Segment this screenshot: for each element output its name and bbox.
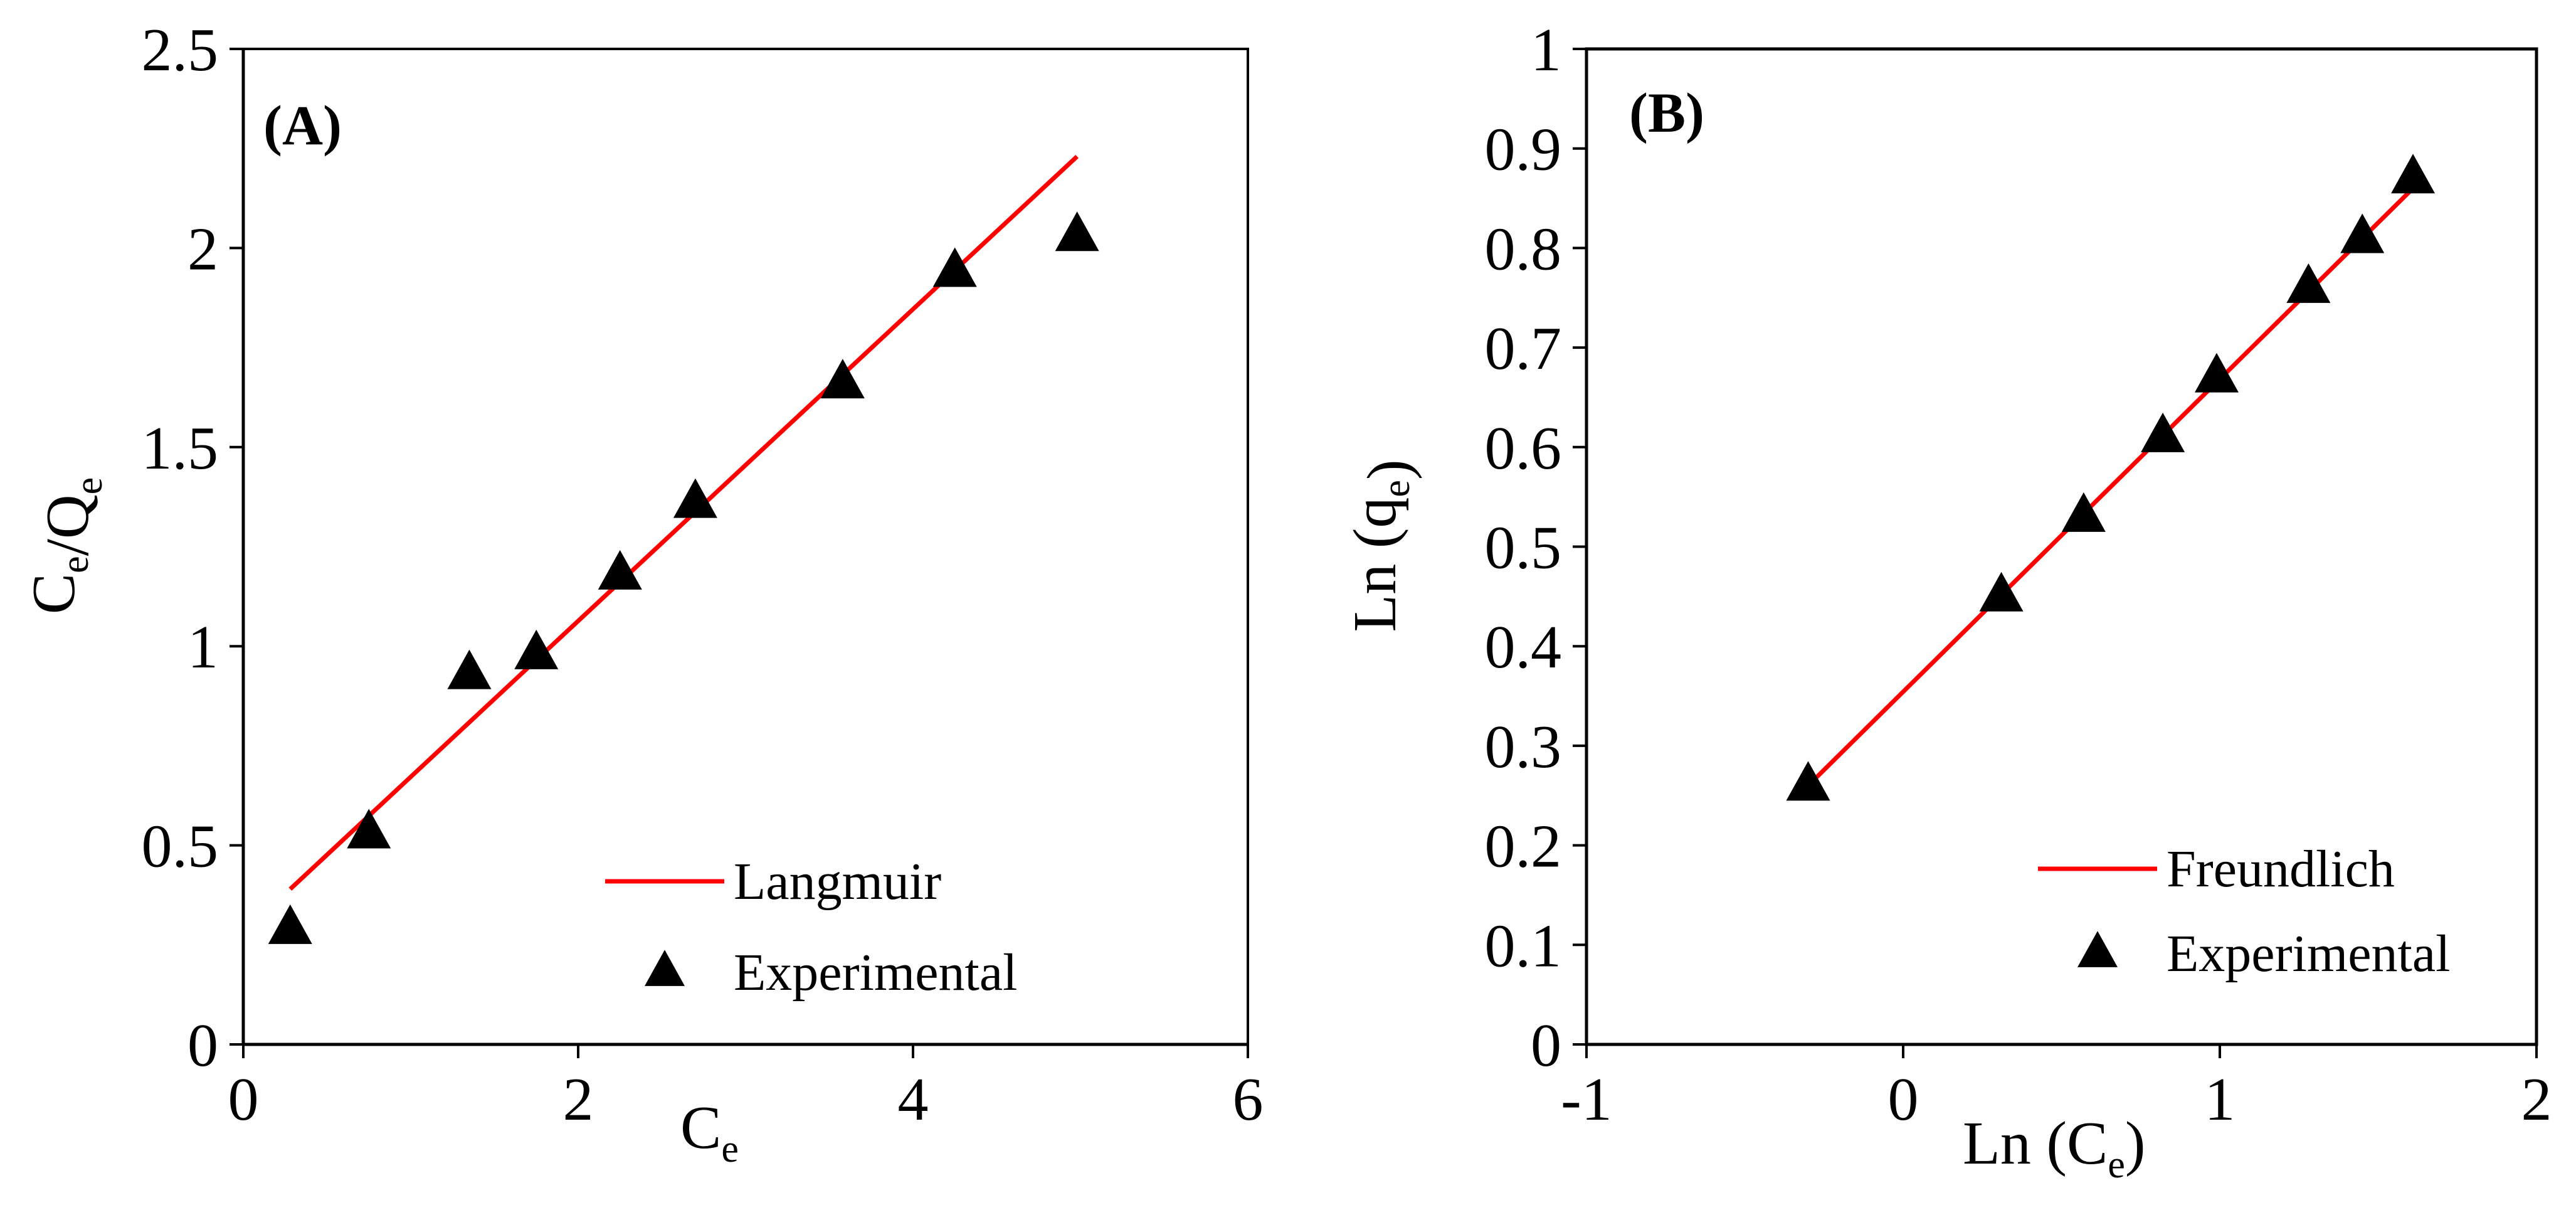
data-point-b	[2286, 263, 2331, 303]
y-tick-label-a: 2.5	[142, 16, 219, 84]
data-point-a	[447, 649, 492, 689]
x-tick-label-b: 1	[2205, 1066, 2236, 1133]
y-tick-label-b: 0.8	[1485, 215, 1562, 283]
x-tick-label-b: 0	[1888, 1066, 1919, 1133]
data-point-a	[268, 904, 312, 944]
data-point-b	[2391, 154, 2436, 194]
legend-label-experimental-a: Experimental	[734, 943, 1017, 1002]
x-tick-label-a: 6	[1233, 1066, 1264, 1133]
data-point-b	[1979, 571, 2024, 612]
data-point-b	[1786, 761, 1830, 801]
chart-panel-b: 00.10.20.30.40.50.60.70.80.91-1 0 1 2(B)Ln …	[1341, 16, 2552, 1186]
y-tick-label-a: 1.5	[142, 415, 219, 482]
legend-label-fit-b: Freundlich	[2167, 840, 2395, 898]
y-tick-label-b: 0.9	[1485, 116, 1562, 184]
data-point-a	[598, 549, 642, 590]
y-tick-label-b: 0.7	[1485, 315, 1562, 383]
y-tick-label-a: 0.5	[142, 813, 219, 881]
y-tick-label-b: 0.4	[1485, 613, 1562, 681]
panel-label-a: (A)	[263, 95, 342, 157]
data-point-b	[2340, 213, 2385, 253]
legend-marker-swatch-a	[645, 950, 685, 986]
data-point-b	[2194, 353, 2239, 393]
chart-panel-a: 0 0.5 1 1.5 2 2.5 0 2 4 6 (A) Ce Ce/Qe Langmuir Experi…	[20, 16, 1264, 1170]
y-tick-label-a: 1	[187, 613, 218, 681]
data-point-a	[820, 359, 865, 399]
legend-label-experimental-b: Experimental	[2167, 925, 2450, 983]
y-tick-label-b: 0.6	[1485, 415, 1562, 482]
fit-line-b	[1807, 186, 2415, 787]
x-axis-title-b: Ln (Ce)	[1963, 1110, 2146, 1186]
data-point-a	[1055, 211, 1099, 252]
x-tick-label-b: -1	[1561, 1066, 1612, 1133]
data-point-b	[2141, 412, 2185, 452]
y-tick-label-b: 0.5	[1485, 514, 1562, 582]
x-axis-title-a: Ce	[680, 1094, 739, 1170]
y-tick-label-b: 1	[1531, 16, 1561, 84]
data-point-a	[932, 247, 977, 287]
legend-marker-swatch-b	[2077, 931, 2118, 967]
data-point-a	[673, 478, 717, 518]
y-tick-label-b: 0.2	[1485, 813, 1562, 881]
y-tick-label-b: 0	[1531, 1012, 1561, 1080]
x-tick-label-b: 2	[2521, 1066, 2552, 1133]
data-point-b	[2061, 492, 2106, 532]
legend-label-fit-a: Langmuir	[734, 852, 941, 911]
panel-label-b: (B)	[1629, 82, 1704, 144]
data-point-a	[347, 809, 391, 849]
y-axis-title-b: Ln (qe)	[1341, 459, 1423, 632]
y-tick-label-a: 0	[187, 1012, 218, 1080]
y-tick-label-b: 0.3	[1485, 713, 1562, 781]
y-tick-label-b: 0.1	[1485, 912, 1562, 980]
y-tick-label-a: 2	[187, 215, 218, 283]
x-tick-label-a: 4	[898, 1066, 929, 1133]
data-point-a	[514, 629, 559, 669]
x-tick-label-a: 0	[228, 1066, 259, 1133]
x-tick-label-a: 2	[563, 1066, 594, 1133]
y-axis-title-a: Ce/Qe	[20, 477, 110, 614]
